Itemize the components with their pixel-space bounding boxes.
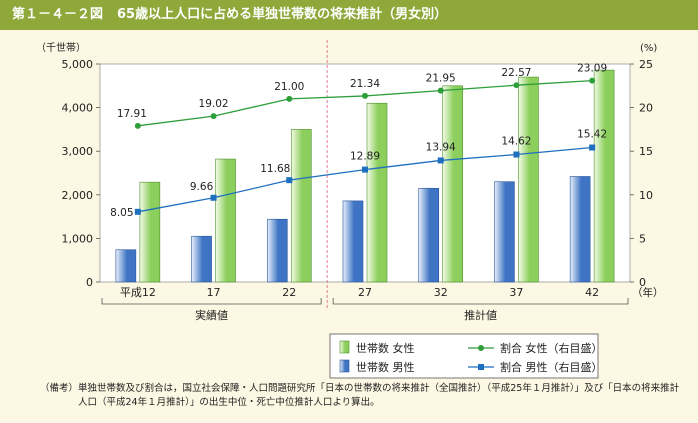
point-male-ratio	[134, 208, 141, 215]
bar-male	[115, 249, 137, 283]
left-axis-tick-label: 0	[86, 276, 93, 289]
bar-female	[442, 85, 464, 283]
right-axis-tick-label: 15	[639, 145, 653, 158]
legend-label: 割合 女性（右目盛）	[500, 341, 603, 355]
bar-male	[266, 218, 288, 283]
bar-female	[139, 181, 161, 283]
point-male-ratio	[513, 151, 520, 158]
x-tick-label: 22	[282, 286, 296, 299]
bar-male	[342, 200, 364, 283]
legend-label: 世帯数 女性	[356, 341, 415, 355]
legend-bar-swatch	[339, 359, 350, 373]
group-label: 推計値	[464, 308, 497, 322]
label-male-ratio: 14.62	[501, 136, 531, 148]
point-male-ratio	[286, 177, 293, 184]
plot-area	[99, 63, 631, 283]
label-female-ratio: 21.00	[274, 81, 304, 93]
bar-female	[215, 158, 236, 283]
legend-label: 世帯数 男性	[356, 360, 415, 374]
x-tick-label: 17	[207, 286, 221, 299]
label-female-ratio: 23.09	[577, 63, 607, 75]
left-axis-tick-label: 1,000	[62, 232, 94, 245]
left-axis-tick-label: 5,000	[62, 58, 94, 71]
figure-title-bar: 第１－４－２図 65歳以上人口に占める単独世帯数の将来推計（男女別）	[0, 0, 698, 30]
label-female-ratio: 22.57	[501, 67, 531, 79]
group-bracket	[332, 298, 629, 305]
label-male-ratio: 12.89	[350, 151, 380, 163]
legend-marker	[478, 345, 484, 351]
right-axis-tick-label: 20	[639, 102, 653, 115]
right-axis-tick-label: 0	[639, 276, 646, 289]
bar-female	[366, 102, 388, 283]
left-axis-tick-label: 3,000	[62, 145, 94, 158]
bar-male	[418, 187, 440, 283]
label-male-ratio: 9.66	[190, 181, 214, 193]
right-axis-tick-label: 25	[639, 58, 653, 71]
point-male-ratio	[437, 157, 444, 164]
left-axis-tick-label: 2,000	[62, 189, 94, 202]
x-axis-unit: （年）	[632, 286, 664, 299]
label-female-ratio: 19.02	[199, 98, 229, 110]
label-male-ratio: 13.94	[426, 141, 456, 153]
left-axis-label: （千世帯）	[36, 41, 86, 54]
left-axis-tick-label: 4,000	[62, 102, 94, 115]
point-female-ratio	[286, 95, 293, 102]
label-male-ratio: 11.68	[260, 163, 290, 175]
note-head: （備考）	[40, 383, 79, 394]
bar-male	[494, 181, 515, 283]
group-label: 実績値	[195, 308, 228, 322]
point-male-ratio	[589, 144, 596, 151]
note-text: 単独世帯数及び割合は，国立社会保障・人口問題研究所「日本の世帯数の将来推計（全国…	[78, 383, 680, 408]
point-female-ratio	[134, 122, 141, 129]
point-female-ratio	[437, 87, 444, 94]
bar-female	[518, 76, 539, 283]
bar-male	[569, 176, 591, 283]
figure-title: 65歳以上人口に占める単独世帯数の将来推計（男女別）	[117, 7, 448, 22]
point-male-ratio	[362, 166, 368, 173]
x-tick-label: 42	[585, 286, 599, 299]
legend-marker	[478, 364, 484, 370]
right-axis-tick-label: 10	[639, 189, 653, 202]
x-tick-label: 27	[358, 286, 372, 299]
legend-label: 割合 男性（右目盛）	[500, 360, 603, 374]
bar-female	[290, 129, 312, 283]
bar-female	[593, 69, 615, 283]
label-female-ratio: 21.95	[426, 73, 456, 85]
right-axis-tick-label: 5	[639, 232, 646, 245]
x-tick-label: 37	[509, 286, 523, 299]
chart: 0 1,000 2,000 3,000 4,000 5,000 （千世帯） 0 5 10 15 20 2…	[36, 40, 664, 379]
legend-bar-swatch	[339, 340, 350, 354]
x-tick-label: 32	[434, 286, 448, 299]
point-female-ratio	[513, 82, 520, 89]
label-female-ratio: 21.34	[350, 78, 380, 90]
label-male-ratio: 15.42	[577, 129, 607, 141]
label-female-ratio: 17.91	[117, 108, 147, 120]
right-axis-label: (%)	[640, 43, 657, 54]
figure-number: 第１－４－２図	[12, 7, 104, 22]
point-female-ratio	[589, 77, 596, 84]
group-bracket	[101, 298, 322, 305]
label-male-ratio: 8.05	[110, 207, 133, 219]
x-tick-label: 平成12	[120, 286, 156, 299]
legend-box	[329, 333, 599, 379]
point-female-ratio	[362, 92, 368, 99]
point-female-ratio	[210, 113, 217, 120]
bar-male	[191, 235, 212, 283]
point-male-ratio	[210, 194, 217, 201]
